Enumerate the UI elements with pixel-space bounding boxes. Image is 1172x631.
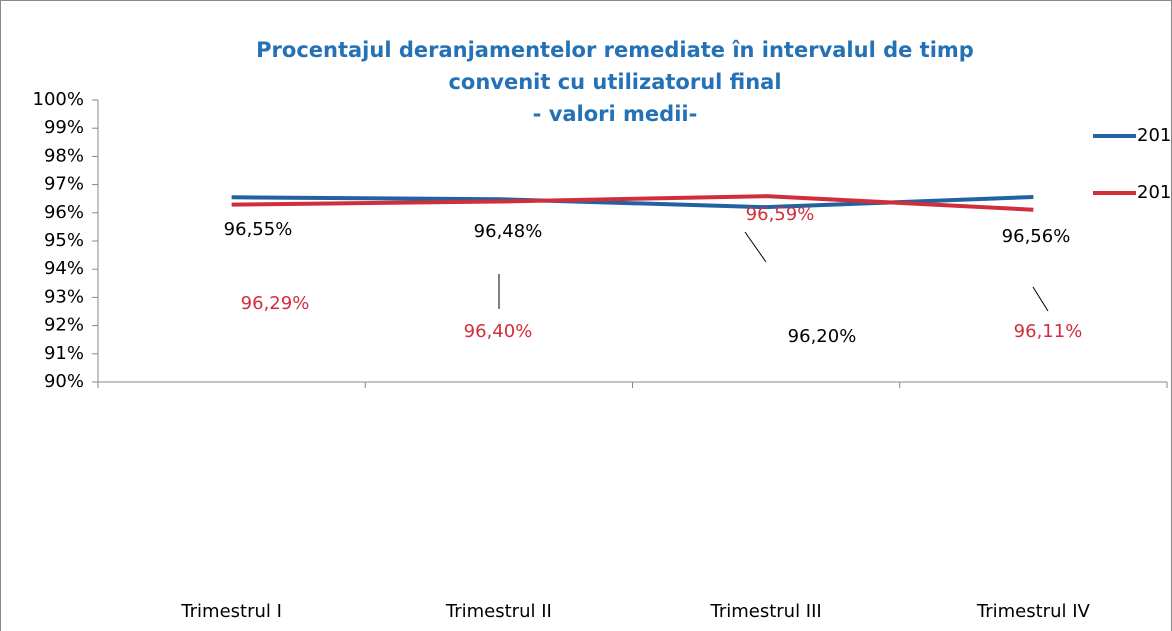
y-tick-label: 94% — [44, 258, 84, 279]
y-tick-label: 99% — [44, 117, 84, 138]
data-label: 96,29% — [241, 293, 310, 314]
legend-label: 2015 — [1137, 182, 1172, 203]
leader-line — [744, 231, 767, 263]
data-label: 96,11% — [1014, 321, 1083, 342]
y-tick-label: 100% — [33, 89, 84, 110]
y-tick-label: 90% — [44, 371, 84, 392]
y-tick-label: 97% — [44, 174, 84, 195]
chart-title: convenit cu utilizatorul final — [448, 70, 781, 94]
y-tick-label: 96% — [44, 202, 84, 223]
x-tick-label: Trimestrul II — [445, 601, 552, 622]
data-label: 96,56% — [1002, 226, 1071, 247]
x-tick-label: Trimestrul I — [180, 601, 282, 622]
chart-title: Procentajul deranjamentelor remediate în… — [256, 38, 974, 62]
chart-title: - valori medii- — [533, 102, 698, 126]
y-tick-label: 95% — [44, 230, 84, 251]
y-tick-label: 98% — [44, 145, 84, 166]
leader-line — [1032, 286, 1049, 312]
y-tick-label: 92% — [44, 315, 84, 336]
y-tick-label: 91% — [44, 343, 84, 364]
series-line — [231, 194, 1034, 212]
data-label: 96,59% — [746, 204, 815, 225]
legend-label: 2014 — [1137, 125, 1172, 146]
x-tick-label: Trimestrul III — [709, 601, 821, 622]
data-label: 96,48% — [474, 221, 543, 242]
y-tick-label: 93% — [44, 286, 84, 307]
data-label: 96,40% — [464, 321, 533, 342]
data-label: 96,55% — [224, 219, 293, 240]
data-label: 96,20% — [788, 326, 857, 347]
x-tick-label: Trimestrul IV — [976, 601, 1091, 622]
